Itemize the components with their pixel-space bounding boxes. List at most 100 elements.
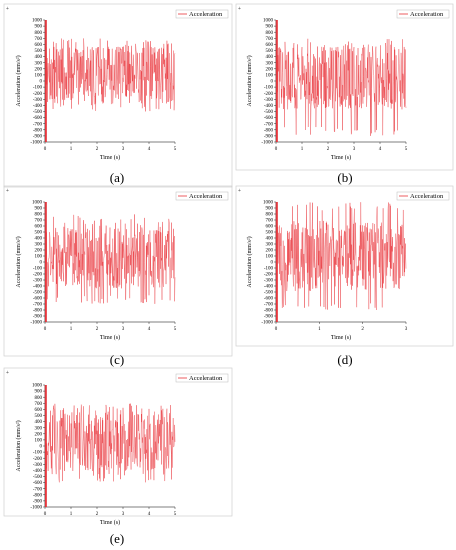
y-tick-label: 700: [35, 219, 43, 224]
y-tick-label: 0: [271, 261, 274, 266]
y-tick-label: 900: [35, 25, 43, 30]
y-tick-label: -600: [33, 297, 43, 302]
initial-spike: [45, 20, 47, 142]
x-axis-label: Time (s): [100, 334, 120, 341]
y-tick-label: 0: [40, 445, 43, 450]
legend-box: [396, 9, 450, 19]
y-tick-label: 700: [266, 37, 274, 42]
x-tick-label: 4: [148, 327, 151, 332]
x-tick-label: 4: [148, 147, 151, 152]
panel-caption: (c): [110, 352, 124, 367]
y-tick-label: -400: [264, 285, 274, 290]
y-tick-label: 300: [35, 426, 43, 431]
y-axis-label: Acceleration (mm/s²): [15, 55, 22, 106]
y-tick-label: -200: [33, 92, 43, 97]
x-tick-label: 5: [405, 147, 408, 152]
x-tick-label: 3: [122, 327, 125, 332]
panel-caption: (d): [337, 352, 352, 367]
series-line-acceleration: [275, 201, 407, 323]
legend-box: [175, 9, 229, 19]
y-tick-label: 900: [35, 390, 43, 395]
x-tick-label: 0: [44, 512, 47, 517]
y-tick-label: 400: [266, 237, 274, 242]
y-tick-label: -700: [33, 303, 43, 308]
y-tick-label: -800: [33, 309, 43, 314]
x-tick-label: 0: [275, 147, 278, 152]
initial-spike: [276, 202, 278, 322]
y-tick-label: 900: [35, 207, 43, 212]
y-tick-label: 600: [35, 225, 43, 230]
y-tick-label: -200: [33, 273, 43, 278]
y-tick-label: -200: [264, 92, 274, 97]
y-tick-label: -200: [264, 273, 274, 278]
panel-frame: [235, 185, 454, 347]
y-tick-label: 900: [266, 25, 274, 30]
y-tick-label: -1000: [30, 321, 42, 326]
y-tick-label: 0: [40, 80, 43, 85]
x-tick-label: 5: [174, 147, 177, 152]
x-tick-label: 1: [301, 147, 304, 152]
y-tick-label: 100: [35, 439, 43, 444]
panel-frame: [235, 3, 454, 171]
legend-label: Acceleration: [410, 193, 444, 200]
y-tick-label: -400: [264, 104, 274, 109]
y-tick-label: 300: [266, 243, 274, 248]
y-tick-label: -300: [33, 463, 43, 468]
y-axis-label: Acceleration (mm/s²): [246, 236, 253, 287]
y-tick-label: 400: [35, 55, 43, 60]
x-tick-label: 3: [353, 147, 356, 152]
x-axis-label: Time (s): [100, 519, 120, 526]
y-tick-label: -1000: [30, 506, 42, 511]
x-tick-label: 3: [122, 512, 125, 517]
panel-caption: (e): [110, 531, 124, 546]
x-tick-label: 1: [70, 147, 73, 152]
y-tick-label: -500: [264, 110, 274, 115]
y-tick-label: -700: [33, 122, 43, 127]
y-tick-label: -100: [33, 267, 43, 272]
y-tick-label: -300: [264, 98, 274, 103]
y-tick-label: -1000: [261, 321, 273, 326]
x-tick-label: 3: [405, 327, 408, 332]
y-tick-label: 1000: [32, 201, 43, 206]
y-tick-label: 500: [35, 414, 43, 419]
y-tick-label: 400: [266, 55, 274, 60]
x-tick-label: 1: [70, 327, 73, 332]
y-tick-label: 200: [35, 67, 43, 72]
y-tick-label: 1000: [263, 201, 274, 206]
x-tick-label: 0: [44, 327, 47, 332]
y-axis-label: Acceleration (mm/s²): [246, 55, 253, 106]
y-tick-label: 100: [35, 74, 43, 79]
x-tick-label: 2: [96, 147, 99, 152]
y-tick-label: 300: [35, 243, 43, 248]
series-line-acceleration: [275, 19, 407, 143]
y-tick-label: -500: [33, 475, 43, 480]
y-tick-label: -900: [264, 315, 274, 320]
series-line-acceleration: [44, 384, 176, 508]
x-tick-label: 2: [96, 512, 99, 517]
y-tick-label: 700: [266, 219, 274, 224]
y-tick-label: -500: [264, 291, 274, 296]
y-tick-label: 500: [35, 231, 43, 236]
panel-c: +10009008007006005004003002001000-100-20…: [3, 185, 233, 367]
y-tick-label: -800: [264, 309, 274, 314]
y-tick-label: 500: [266, 49, 274, 54]
y-tick-label: -600: [264, 297, 274, 302]
x-tick-label: 2: [361, 327, 364, 332]
legend-box: [175, 373, 229, 383]
series-line-acceleration: [44, 19, 176, 143]
x-axis-label: Time (s): [331, 334, 351, 341]
y-tick-label: 100: [266, 255, 274, 260]
y-tick-label: 100: [266, 74, 274, 79]
panel-d: +10009008007006005004003002001000-100-20…: [235, 185, 454, 367]
y-tick-label: 800: [266, 213, 274, 218]
y-tick-label: 600: [35, 408, 43, 413]
y-tick-label: -900: [33, 315, 43, 320]
legend-box: [175, 191, 229, 201]
y-tick-label: -500: [33, 110, 43, 115]
y-tick-label: 200: [266, 249, 274, 254]
y-tick-label: 400: [35, 420, 43, 425]
y-tick-label: -100: [264, 267, 274, 272]
y-tick-label: 1000: [32, 19, 43, 24]
legend-box: [396, 191, 450, 201]
